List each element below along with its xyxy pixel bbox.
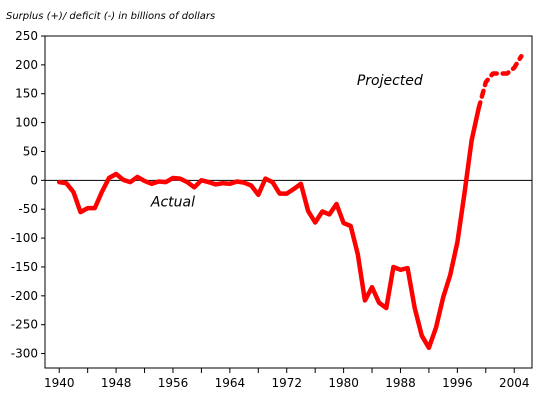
x-tick-label: 1980: [328, 376, 359, 390]
chart-title: Surplus (+)/ deficit (-) in billions of …: [6, 11, 215, 22]
y-tick-label: 200: [15, 58, 38, 72]
annotation-projected: Projected: [357, 73, 423, 89]
x-tick-label: 1972: [271, 376, 302, 390]
x-tick-label: 1988: [385, 376, 416, 390]
y-tick-label: 250: [15, 29, 38, 43]
y-tick-label: -300: [11, 347, 38, 361]
y-tick-label: 50: [23, 144, 38, 158]
y-tick-label: 100: [15, 116, 38, 130]
y-tick-label: -100: [11, 231, 38, 245]
y-axis: 250 200 150 100 50 0 -50 -100 -150 -200 -250 -300: [11, 29, 45, 361]
x-tick-label: 1996: [442, 376, 473, 390]
y-tick-label: 150: [15, 87, 38, 101]
x-tick-label: 1948: [101, 376, 132, 390]
annotations: Actual Projected: [150, 73, 423, 210]
series-group: [56, 53, 524, 351]
x-tick-label: 1956: [158, 376, 189, 390]
x-axis: 1940 1948 1956 1964 1972 1980 1988 1996 2004: [44, 368, 530, 390]
y-tick-label: -200: [11, 289, 38, 303]
y-tick-label: -50: [18, 202, 38, 216]
series-line-dashed: [476, 53, 524, 111]
y-tick-label: 0: [30, 173, 38, 187]
y-tick-label: -250: [11, 318, 38, 332]
x-tick-label: 1964: [215, 376, 246, 390]
annotation-actual: Actual: [150, 194, 195, 210]
y-tick-label: -150: [11, 260, 38, 274]
series-line-solid: [56, 105, 481, 351]
x-tick-label: 1940: [44, 376, 75, 390]
plot-frame: [44, 35, 533, 369]
x-tick-label: 2004: [499, 376, 530, 390]
